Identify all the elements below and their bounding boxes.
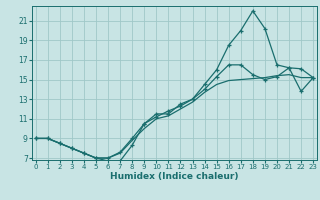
- X-axis label: Humidex (Indice chaleur): Humidex (Indice chaleur): [110, 172, 239, 181]
